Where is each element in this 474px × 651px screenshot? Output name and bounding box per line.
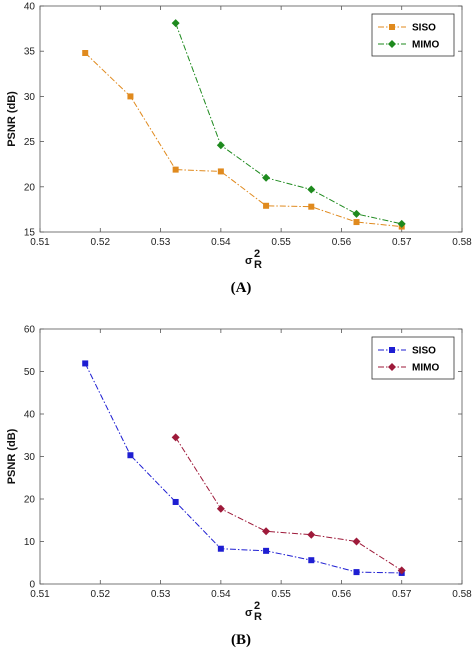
legend — [371, 336, 455, 380]
legend-marker — [389, 347, 395, 353]
x-axis-label-superscript: 2 — [254, 600, 260, 612]
data-point-siso — [263, 547, 270, 554]
x-axis-label-symbol: σ — [245, 255, 253, 267]
data-point-siso — [308, 203, 315, 210]
x-tick-label: 0.51 — [30, 589, 50, 600]
x-tick-label: 0.55 — [271, 237, 291, 248]
x-tick-label: 0.51 — [30, 237, 50, 248]
data-point-siso — [82, 50, 89, 57]
x-tick-label: 0.53 — [151, 237, 171, 248]
x-tick-label: 0.54 — [211, 237, 231, 248]
y-tick-label: 50 — [24, 367, 36, 378]
y-tick-label: 35 — [24, 47, 36, 58]
legend-label: MIMO — [412, 40, 439, 51]
data-point-siso — [172, 166, 179, 173]
x-axis-label-subscript: R — [254, 259, 262, 271]
y-tick-label: 10 — [24, 537, 36, 548]
x-tick-label: 0.58 — [452, 237, 472, 248]
y-tick-label: 60 — [24, 325, 36, 336]
legend-label: SISO — [412, 23, 436, 34]
data-point-siso — [127, 93, 134, 100]
y-tick-label: 40 — [24, 2, 36, 13]
x-tick-label: 0.52 — [91, 237, 111, 248]
data-point-siso — [217, 168, 224, 175]
chart-b: 0.51 0.52 0.53 0.54 0.55 0.56 0.57 0.58 0 10 20 30 4… — [6, 325, 472, 649]
x-tick-label: 0.56 — [332, 237, 352, 248]
y-tick-label: 40 — [24, 410, 36, 421]
data-point-siso — [172, 498, 179, 505]
x-tick-label: 0.57 — [392, 589, 412, 600]
legend-marker — [388, 40, 396, 48]
y-axis-label: PSNR (dB) — [6, 91, 18, 147]
y-tick-label: 30 — [24, 452, 36, 463]
data-point-mimo — [307, 530, 316, 539]
series-line-siso — [84, 363, 402, 574]
data-point-mimo — [397, 566, 406, 575]
x-tick-label: 0.57 — [392, 237, 412, 248]
y-tick-label: 15 — [24, 228, 36, 239]
panel-label: (B) — [231, 632, 251, 648]
data-point-mimo — [216, 504, 225, 513]
x-tick-label: 0.56 — [332, 589, 352, 600]
data-point-mimo — [352, 209, 361, 218]
y-tick-label: 25 — [24, 137, 36, 148]
y-tick-label: 20 — [24, 182, 36, 193]
series-line-mimo — [175, 437, 402, 571]
chart-a: 0.51 0.52 0.53 0.54 0.55 0.56 0.57 0.58 15 20 25 30… — [6, 2, 472, 297]
x-axis-label-superscript: 2 — [254, 248, 260, 260]
legend-label: MIMO — [412, 363, 439, 374]
data-point-siso — [127, 452, 134, 459]
x-tick-label: 0.58 — [452, 589, 472, 600]
legend-label: SISO — [412, 346, 436, 357]
data-point-siso — [353, 219, 360, 226]
y-tick-label: 20 — [24, 495, 36, 506]
data-point-siso — [263, 202, 270, 209]
data-point-siso — [217, 545, 224, 552]
data-point-mimo — [307, 185, 316, 194]
x-axis-label-symbol: σ — [245, 607, 253, 619]
data-point-siso — [308, 557, 315, 564]
data-point-mimo — [171, 19, 180, 28]
legend-marker — [388, 363, 396, 371]
y-tick-label: 0 — [29, 580, 35, 591]
legend — [371, 13, 455, 57]
data-point-mimo — [262, 173, 271, 182]
x-tick-label: 0.55 — [271, 589, 291, 600]
series-line-siso — [84, 52, 402, 228]
data-point-siso — [82, 360, 89, 367]
data-point-mimo — [171, 433, 180, 442]
data-point-mimo — [352, 537, 361, 546]
x-axis-label-subscript: R — [254, 611, 262, 623]
x-tick-label: 0.52 — [91, 589, 111, 600]
y-tick-label: 30 — [24, 92, 36, 103]
x-tick-label: 0.53 — [151, 589, 171, 600]
legend-marker — [389, 24, 395, 30]
data-point-mimo — [262, 527, 271, 536]
x-tick-label: 0.54 — [211, 589, 231, 600]
data-point-siso — [353, 569, 360, 576]
data-point-mimo — [397, 219, 406, 228]
panel-label: (A) — [231, 280, 252, 296]
y-axis-label: PSNR (dB) — [6, 428, 18, 484]
data-point-mimo — [216, 141, 225, 150]
series-line-mimo — [175, 23, 402, 225]
